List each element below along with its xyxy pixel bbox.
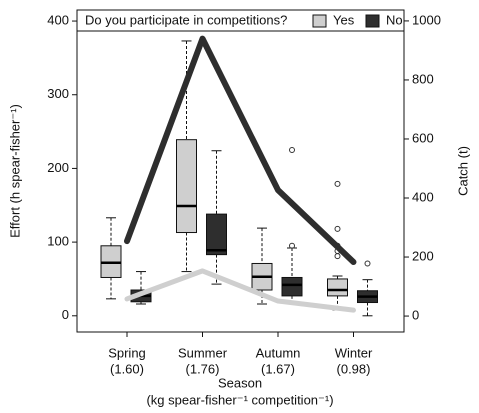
box <box>327 278 348 297</box>
x-axis-label: Season <box>218 375 262 390</box>
y-tick-label: 300 <box>47 86 69 101</box>
legend-swatch <box>312 14 327 28</box>
y2-tick-label: 400 <box>412 189 434 204</box>
y-tick-label: 200 <box>47 160 69 175</box>
y-tick-label: 400 <box>47 12 69 27</box>
y2-tick-label: 600 <box>412 130 434 145</box>
legend-label: Yes <box>333 12 355 27</box>
x-tick-note: (1.60) <box>110 361 144 376</box>
catch-line <box>124 268 356 313</box>
legend-swatch <box>365 14 380 28</box>
y2-tick-label: 0 <box>412 307 419 322</box>
catch-line <box>124 35 357 266</box>
x-tick-label: Spring <box>108 345 146 360</box>
outlier <box>334 253 341 260</box>
x-tick-note: (0.98) <box>337 361 371 376</box>
legend-title: Do you participate in competitions? <box>85 12 287 27</box>
y-tick-label: 100 <box>47 234 69 249</box>
x-tick-note: (1.67) <box>261 361 295 376</box>
x-tick-note: (1.76) <box>186 361 220 376</box>
legend-label: No <box>386 12 403 27</box>
x-tick-label: Winter <box>335 345 373 360</box>
y2-tick-label: 1000 <box>412 12 441 27</box>
x-tick-label: Autumn <box>256 345 301 360</box>
y2-tick-label: 800 <box>412 71 434 86</box>
x-axis-note: (kg spear-fisher⁻¹ competition⁻¹) <box>146 392 333 407</box>
y-tick-label: 0 <box>62 307 69 322</box>
box <box>176 139 197 234</box>
outlier <box>334 180 341 187</box>
y2-axis-label: Catch (t) <box>455 146 470 196</box>
y2-tick-label: 200 <box>412 248 434 263</box>
x-tick-label: Summer <box>178 345 228 360</box>
box <box>206 213 227 256</box>
outlier <box>334 225 341 232</box>
box <box>281 276 303 297</box>
outlier <box>364 260 371 267</box>
y-axis-label: Effort (h spear-fisher⁻¹) <box>7 104 22 238</box>
outlier <box>289 242 295 249</box>
outlier <box>289 147 295 153</box>
